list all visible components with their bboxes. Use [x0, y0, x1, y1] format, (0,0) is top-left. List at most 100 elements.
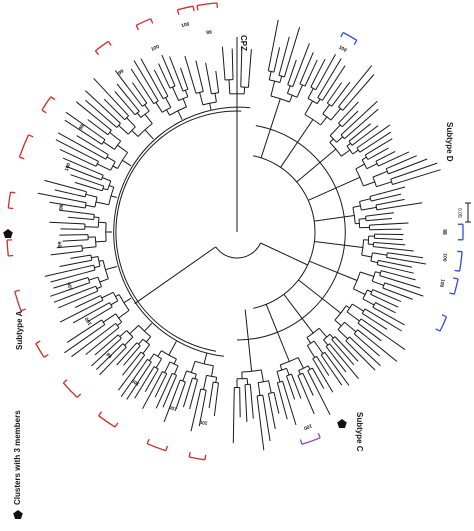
leaf-branch: [63, 240, 79, 241]
subtype-a-bracket: [63, 383, 77, 398]
subtype-a-arc-inner: [116, 111, 241, 351]
internal-branch: [218, 383, 219, 390]
internal-branch: [319, 328, 327, 337]
subtype-d-bracket: [454, 279, 458, 294]
internal-branch: [358, 330, 368, 338]
internal-branch: [119, 126, 129, 135]
leaf-branch: [214, 390, 217, 416]
internal-branch: [341, 129, 347, 135]
internal-branch: [85, 213, 95, 214]
subtype-a-bracket-tick: [44, 355, 48, 358]
subtype-a-label: Subtype A: [15, 311, 24, 350]
internal-branch: [269, 72, 271, 80]
internal-branch: [120, 331, 127, 337]
leaf-branch: [295, 383, 301, 399]
subtype-a-bracket-tick: [29, 135, 34, 137]
leaf-branch: [363, 327, 381, 341]
internal-branch: [141, 95, 147, 103]
internal-branch: [297, 85, 303, 97]
internal-branch: [69, 251, 83, 253]
leaf-branch: [356, 124, 370, 136]
internal-branch: [350, 337, 354, 341]
leaf-branch: [321, 54, 336, 80]
subtype-a-branch: [145, 130, 153, 139]
leaf-branch: [374, 296, 398, 307]
leaf-branch: [232, 49, 233, 73]
subtype-d-bracket: [460, 252, 463, 272]
outgroup-label: CPZ: [239, 35, 248, 51]
leaf-branch: [159, 64, 166, 79]
internal-branch: [78, 195, 85, 197]
internal-branch: [338, 97, 346, 107]
internal-branch: [216, 377, 217, 382]
subtype-a-bracket: [15, 292, 21, 311]
internal-branch: [332, 102, 335, 107]
subtype-a-bracket-tick: [136, 25, 138, 30]
internal-branch: [122, 109, 129, 116]
internal-branch: [93, 177, 101, 180]
internal-branch: [183, 371, 187, 381]
internal-branch: [371, 261, 378, 263]
internal-branch: [127, 106, 135, 115]
internal-branch: [365, 153, 368, 155]
internal-branch: [92, 152, 106, 160]
leaf-branch: [290, 60, 296, 77]
subtype-a-bracket: [99, 416, 116, 427]
leaf-branch: [94, 78, 123, 109]
leaf-branch: [190, 389, 195, 409]
internal-branch: [139, 339, 143, 344]
leaf-branch: [38, 193, 72, 200]
internal-branch: [292, 374, 296, 383]
internal-branch: [73, 206, 86, 208]
leaf-branch: [170, 57, 180, 83]
internal-branch: [104, 323, 115, 332]
subtype-d-branch: [309, 261, 357, 280]
internal-branch: [111, 301, 118, 305]
leaf-branch: [281, 398, 287, 420]
internal-branch: [342, 122, 347, 127]
internal-branch: [167, 110, 170, 115]
leaf-branch: [55, 190, 78, 195]
subtype-a-branch: [124, 298, 131, 303]
internal-branch: [381, 271, 391, 274]
internal-branch: [169, 373, 173, 381]
internal-branch: [158, 351, 162, 357]
internal-branch: [327, 96, 332, 103]
leaf-branch: [67, 326, 92, 342]
internal-branch: [165, 362, 171, 373]
subtype-a-branch: [105, 267, 116, 270]
internal-branch: [352, 304, 363, 311]
internal-branch: [317, 99, 320, 104]
internal-branch: [324, 340, 328, 345]
leaf-branch: [196, 61, 200, 78]
leaf-branch: [86, 100, 107, 119]
internal-branch: [371, 294, 375, 296]
leaf-branch: [100, 358, 116, 375]
internal-branch: [99, 261, 103, 262]
internal-branch: [156, 102, 162, 112]
internal-branch: [182, 382, 185, 391]
subtype-d-branch: [314, 216, 354, 222]
internal-branch: [269, 381, 272, 393]
leaf-branch: [360, 126, 378, 140]
internal-branch: [94, 266, 100, 268]
internal-branch: [212, 366, 214, 377]
internal-branch: [322, 90, 329, 101]
internal-branch: [283, 381, 287, 393]
internal-branch: [125, 337, 133, 345]
internal-branch: [392, 181, 402, 184]
bootstrap-value: 100: [64, 162, 73, 172]
leaf-branch: [70, 256, 86, 259]
internal-branch: [134, 352, 141, 361]
leaf-branch: [310, 60, 318, 76]
subtype-c-bracket-tick: [300, 440, 302, 445]
internal-branch: [89, 277, 98, 280]
internal-branch: [147, 367, 154, 378]
leaf-branch: [76, 102, 99, 121]
internal-branch: [373, 247, 387, 249]
subtype-d-bracket-tick: [341, 33, 343, 37]
leaf-branch: [403, 170, 441, 182]
subtype-a-bracket-tick: [11, 192, 16, 193]
bootstrap-value: 99: [57, 241, 63, 247]
